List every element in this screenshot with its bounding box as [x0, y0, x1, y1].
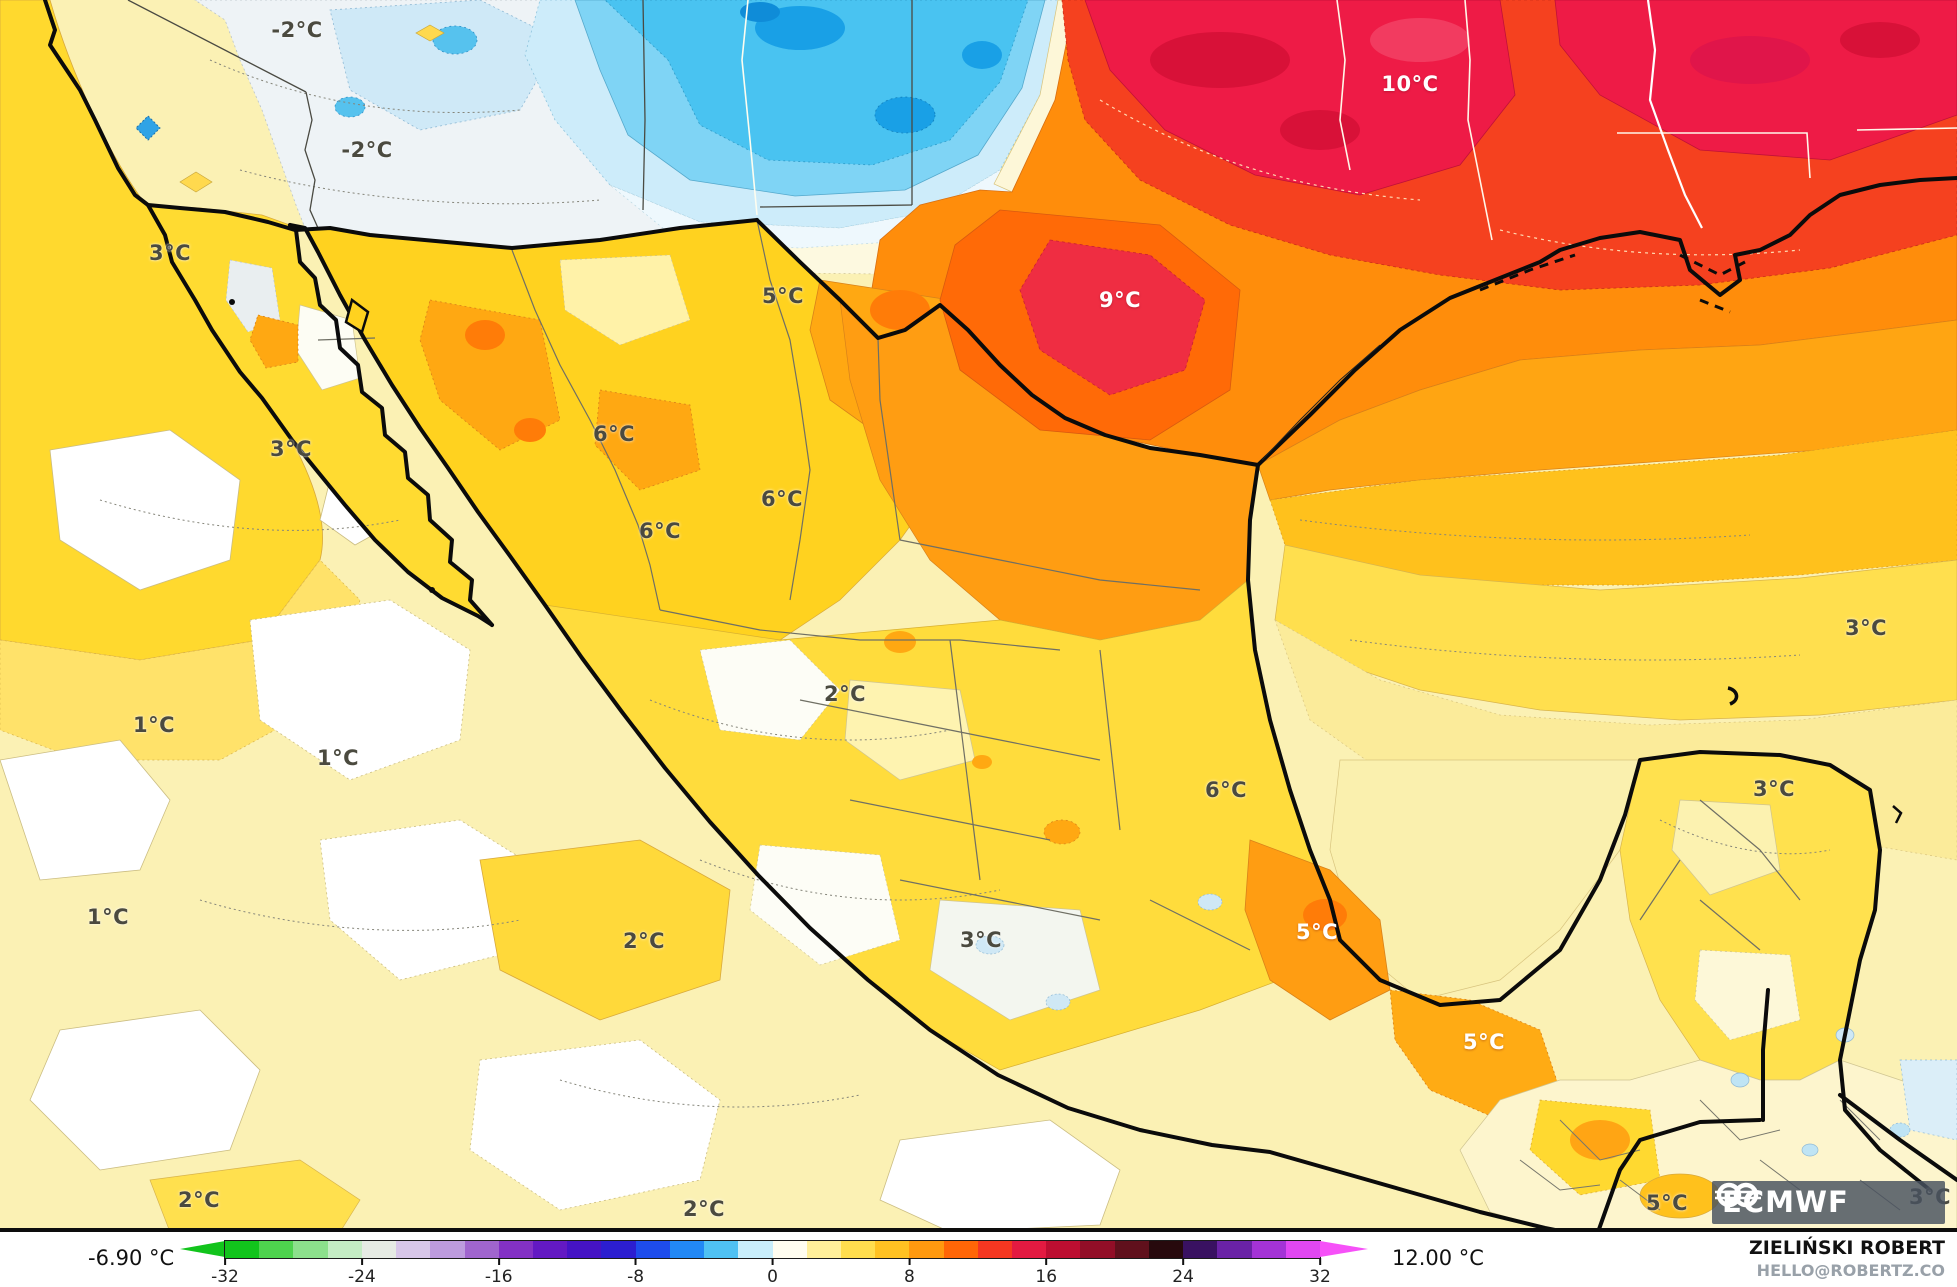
colorbar-tick: -24	[348, 1258, 376, 1287]
colorbar-segment	[669, 1241, 705, 1258]
colorbar-segment	[1114, 1241, 1149, 1258]
colorbar-segment	[1012, 1241, 1047, 1258]
colorbar-segment	[875, 1241, 910, 1258]
credit-contact: HELLO@ROBERTZ.CO	[1756, 1261, 1945, 1280]
colorbar-tick: -8	[627, 1258, 644, 1287]
colorbar-tick: 0	[767, 1258, 778, 1287]
colorbar-segment	[259, 1241, 294, 1258]
colorbar-segment	[293, 1241, 328, 1258]
colorbar-gradient	[224, 1240, 1321, 1259]
colorbar-tick: -32	[211, 1258, 239, 1287]
colorbar-segment	[909, 1241, 944, 1258]
colorbar-tick: -16	[485, 1258, 513, 1287]
colorbar-tick: 32	[1309, 1258, 1331, 1287]
colorbar-segment	[225, 1241, 260, 1258]
colorbar-segment	[532, 1241, 568, 1258]
credit-author: ZIELIŃSKI ROBERT	[1749, 1237, 1945, 1259]
ecmwf-logo-badge: ECMWF	[1712, 1181, 1945, 1224]
colorbar-segment	[601, 1241, 636, 1258]
colorbar-segment	[772, 1241, 807, 1258]
color-scale-legend: -6.90 °C -32 -24 -16 -8 0 8 16 24 32 12.00 °C	[0, 1232, 1957, 1287]
colorbar-segment	[943, 1241, 978, 1258]
scale-min-value: -6.90 °C	[88, 1246, 175, 1270]
colorbar-segment	[396, 1241, 431, 1258]
colorbar-segment	[464, 1241, 499, 1258]
colorbar-left-arrow-icon	[180, 1241, 225, 1257]
colorbar-segment	[361, 1241, 397, 1258]
colorbar-tick: 24	[1172, 1258, 1194, 1287]
colorbar-segment	[977, 1241, 1013, 1258]
ecmwf-rings-icon	[1715, 1182, 1761, 1208]
colorbar-segment	[806, 1241, 841, 1258]
colorbar-segment	[498, 1241, 533, 1258]
map-graphic	[0, 0, 1957, 1232]
colorbar-tick: 16	[1035, 1258, 1057, 1287]
colorbar-segment	[1251, 1241, 1286, 1258]
colorbar-segment	[1183, 1241, 1218, 1258]
colorbar-segment	[327, 1241, 362, 1258]
colorbar-segment	[1217, 1241, 1252, 1258]
scale-max-value: 12.00 °C	[1392, 1246, 1484, 1270]
colorbar-segment	[1148, 1241, 1184, 1258]
colorbar-segment	[738, 1241, 773, 1258]
colorbar-segment	[635, 1241, 670, 1258]
colorbar-tick: 8	[904, 1258, 915, 1287]
colorbar-segment	[567, 1241, 602, 1258]
colorbar-segment	[704, 1241, 739, 1258]
colorbar-segment	[1285, 1241, 1320, 1258]
colorbar-ticks: -32 -24 -16 -8 0 8 16 24 32	[211, 1258, 1331, 1287]
colorbar-segment	[1080, 1241, 1115, 1258]
colorbar-right-arrow-icon	[1320, 1241, 1368, 1257]
colorbar-segment	[840, 1241, 876, 1258]
colorbar-segment	[1046, 1241, 1081, 1258]
temperature-anomaly-map: -2°C -2°C 3°C 5°C 9°C 10°C 6°C 3°C 6°C 6°C 2°C 1°C 1…	[0, 0, 1957, 1232]
colorbar-segment	[430, 1241, 465, 1258]
